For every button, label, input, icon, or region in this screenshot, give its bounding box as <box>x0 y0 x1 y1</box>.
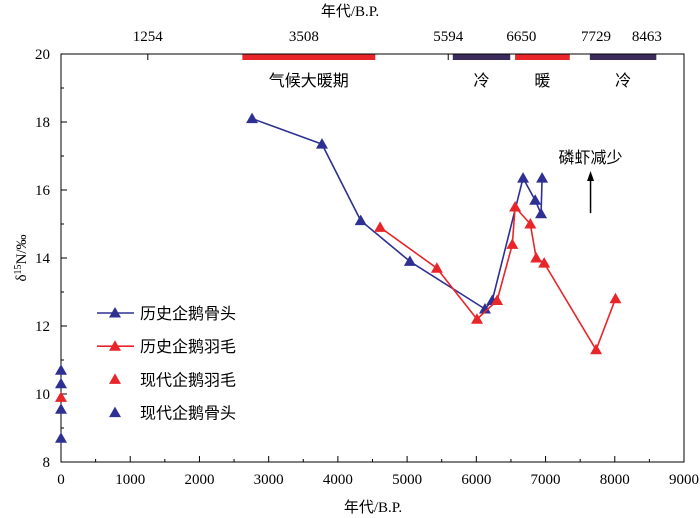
period-bar <box>452 54 511 60</box>
x-axis-title: 年代/B.P. <box>344 499 402 516</box>
series-historical-bone <box>246 112 549 314</box>
legend-item: 历史企鹅骨头 <box>97 305 236 323</box>
data-point-modern-bone <box>55 377 67 389</box>
data-point-modern-bone <box>55 403 67 414</box>
plot-frame <box>60 53 685 463</box>
top-tick-label: 3508 <box>289 29 319 45</box>
data-point-historical-feather <box>524 218 537 229</box>
x-tick-label: 1000 <box>115 472 145 488</box>
legend-marker <box>109 373 121 384</box>
top-axis-title: 年代/B.P. <box>321 3 379 20</box>
data-point-historical-bone <box>535 207 548 219</box>
period-label: 冷 <box>615 72 631 90</box>
data-point-historical-bone <box>315 138 328 149</box>
x-tick-label: 9000 <box>669 472 699 488</box>
data-point-historical-feather <box>530 252 543 263</box>
top-tick-label: 1254 <box>133 29 164 45</box>
x-tick-label: 0 <box>57 472 65 488</box>
data-point-historical-feather <box>430 262 443 273</box>
data-point-historical-bone <box>246 112 259 124</box>
top-tick-label: 6650 <box>506 29 536 45</box>
data-point-historical-feather <box>471 313 484 324</box>
period-bar <box>242 54 376 60</box>
annotation-text: 磷虾减少 <box>559 149 623 167</box>
legend-marker <box>109 340 121 351</box>
legend-item: 现代企鹅羽毛 <box>109 371 236 389</box>
data-point-historical-bone <box>517 172 530 183</box>
x-axis: 0 1000 2000 3000 4000 5000 6000 7000 8000 9000 <box>57 456 699 488</box>
y-axis-title-isotope: 15 <box>13 264 24 274</box>
y-axis: 8 10 12 14 16 18 20 <box>35 47 67 471</box>
x-tick-label: 8000 <box>600 472 630 488</box>
y-tick-label: 18 <box>35 115 50 131</box>
y-tick-label: 10 <box>35 387 50 403</box>
data-point-historical-feather <box>538 257 551 268</box>
data-point-historical-feather <box>509 201 522 212</box>
series-historical-feather <box>374 201 622 355</box>
series-modern-feather <box>55 391 67 402</box>
annotation-arrow-head <box>587 170 595 181</box>
x-tick-label: 3000 <box>254 472 284 488</box>
y-axis-title-delta: δ <box>14 274 30 281</box>
x-tick-label: 5000 <box>392 472 422 488</box>
data-point-modern-bone <box>55 364 67 375</box>
period-label: 冷 <box>474 72 490 90</box>
legend-marker <box>109 307 121 318</box>
legend-item: 历史企鹅羽毛 <box>97 338 236 356</box>
data-point-historical-bone <box>354 214 367 226</box>
series-line-historical-bone <box>251 117 543 310</box>
period-bars: 气候大暖期 冷 暖 冷 <box>242 54 657 90</box>
data-point-historical-feather <box>609 292 622 304</box>
data-point-historical-bone <box>403 255 416 266</box>
annotations: 磷虾减少 <box>559 149 623 214</box>
legend-marker <box>109 406 121 418</box>
x-tick-label: 7000 <box>531 472 561 488</box>
y-axis-title-rest: N/‰ <box>14 234 30 264</box>
data-point-historical-bone <box>536 172 549 183</box>
y-tick-label: 14 <box>35 251 51 267</box>
legend-label: 现代企鹅骨头 <box>140 405 236 423</box>
data-point-historical-bone <box>529 194 542 205</box>
series-modern-bone <box>55 364 67 443</box>
data-point-historical-feather <box>590 343 603 355</box>
data-point-historical-feather <box>491 294 504 305</box>
top-tick-label: 5594 <box>433 29 464 45</box>
legend-item: 现代企鹅骨头 <box>109 405 236 423</box>
period-bar <box>515 54 570 60</box>
plot-frame-group <box>60 53 685 463</box>
legend-label: 历史企鹅骨头 <box>140 305 236 323</box>
period-label: 暖 <box>534 72 550 90</box>
data-point-modern-feather <box>55 391 67 402</box>
legend-label: 现代企鹅羽毛 <box>140 371 236 389</box>
period-label: 气候大暖期 <box>269 72 349 90</box>
legend-label: 历史企鹅羽毛 <box>140 338 236 356</box>
data-point-historical-feather <box>374 221 387 232</box>
top-axis: 1254 3508 5594 6650 7729 8463 <box>133 29 662 60</box>
y-tick-label: 8 <box>43 455 51 471</box>
top-tick-label: 7729 <box>581 29 611 45</box>
x-tick-label: 2000 <box>184 472 214 488</box>
x-tick-label: 6000 <box>461 472 491 488</box>
data-point-modern-bone <box>55 432 67 443</box>
top-tick-label: 8463 <box>632 29 662 45</box>
y-tick-label: 12 <box>35 319 50 335</box>
y-axis-title: δ15N/‰ <box>13 234 30 281</box>
data-series <box>55 112 622 443</box>
period-bar <box>589 54 657 60</box>
data-point-historical-bone <box>478 303 491 314</box>
x-tick-label: 4000 <box>323 472 353 488</box>
data-point-historical-feather <box>506 238 519 249</box>
y-tick-label: 16 <box>35 183 51 199</box>
y-tick-label: 20 <box>35 47 50 63</box>
